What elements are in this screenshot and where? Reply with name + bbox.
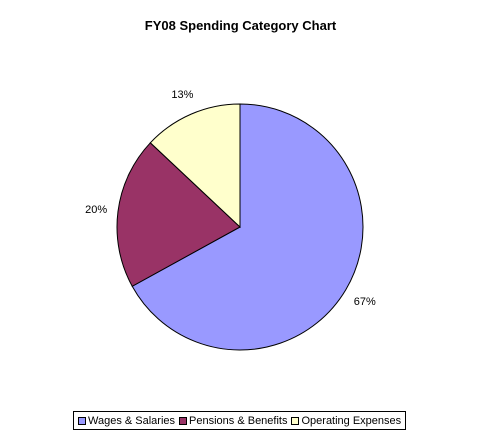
- chart-title: FY08 Spending Category Chart: [144, 18, 337, 33]
- legend-item-operating-expenses: Operating Expenses: [291, 415, 401, 427]
- legend-swatch-pensions-benefits: [179, 416, 188, 425]
- legend-label-wages-salaries: Wages & Salaries: [88, 414, 176, 427]
- pie-label-pensions-benefits: 20%: [85, 204, 107, 216]
- pie-chart: 67% 20% 13%: [85, 89, 376, 351]
- legend-item-wages-salaries: Wages & Salaries: [78, 415, 175, 427]
- pie-slice-pensions-benefits: [116, 142, 241, 287]
- legend-label-pensions-benefits: Pensions & Benefits: [189, 414, 288, 427]
- legend-swatch-operating-expenses: [291, 416, 300, 425]
- pie-label-operating-expenses: 13%: [171, 89, 193, 101]
- legend-label-operating-expenses: Operating Expenses: [301, 414, 402, 427]
- legend-item-pensions-benefits: Pensions & Benefits: [179, 415, 287, 427]
- pie-label-wages-salaries: 67%: [354, 296, 376, 308]
- legend-swatch-wages-salaries: [78, 416, 86, 425]
- pie-slice-wages-salaries: [131, 103, 364, 351]
- pie-slice-operating-expenses: [149, 103, 241, 229]
- chart-legend: Wages & Salaries Pensions & Benefits Ope…: [73, 411, 407, 430]
